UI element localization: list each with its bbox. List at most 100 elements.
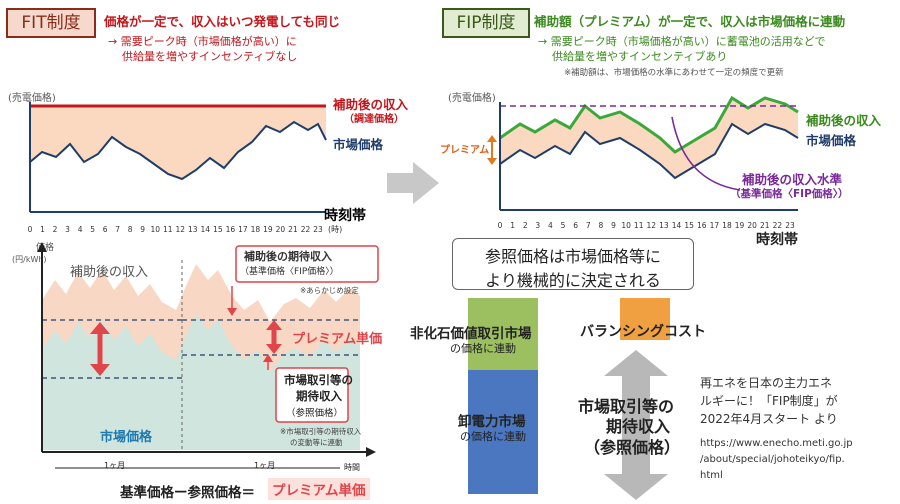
- hour-tick-label: 5: [561, 221, 566, 230]
- hour-tick-label: 14: [201, 225, 211, 234]
- fip-note-2: 供給量を増やすインセンティブあり: [552, 50, 728, 63]
- hour-tick-label: 22: [773, 221, 783, 230]
- fit-time-label: 時刻帯: [324, 207, 366, 224]
- hour-tick-label: 12: [175, 225, 185, 234]
- hour-tick-label: 12: [647, 221, 657, 230]
- hour-tick-label: 20: [747, 221, 757, 230]
- detail-market-note-2: の変動等に連動: [290, 438, 343, 447]
- hour-tick-label: 18: [251, 225, 261, 234]
- source-url-1[interactable]: https://www.enecho.meti.go.jp: [700, 438, 853, 449]
- hour-tick-label: 3: [535, 221, 540, 230]
- non-fossil-sub: の価格に連動: [450, 342, 516, 355]
- hour-tick-label: 1: [510, 221, 515, 230]
- fip-premium-label: プレミアム: [440, 145, 490, 156]
- hour-tick-label: 6: [103, 225, 108, 234]
- hour-unit-label: (時): [328, 225, 342, 234]
- hour-tick-label: 16: [226, 225, 236, 234]
- fit-tag: FIT制度: [6, 8, 96, 38]
- fip-premium-band: [500, 98, 798, 178]
- reference-box: 参照価格は市場価格等に より機械的に決定される: [452, 238, 694, 290]
- detail-formula-left: 基準価格ー参照価格＝: [120, 485, 255, 501]
- wholesale-block: [468, 370, 538, 494]
- hour-tick-label: 19: [263, 225, 273, 234]
- balancing-label: バランシングコスト: [580, 324, 706, 340]
- hour-tick-label: 16: [697, 221, 707, 230]
- hour-tick-label: 10: [621, 221, 631, 230]
- hour-tick-label: 0: [28, 225, 33, 234]
- hour-tick-label: 1: [40, 225, 45, 234]
- hour-tick-label: 11: [634, 221, 644, 230]
- non-fossil-title: 非化石価値取引市場: [410, 326, 532, 342]
- hour-tick-label: 21: [288, 225, 298, 234]
- detail-preset-note: ※あらかじめ設定: [300, 286, 359, 295]
- detail-market-label: 市場価格: [100, 430, 153, 445]
- source-text-1: 再エネを日本の主力エネ: [700, 376, 833, 390]
- detail-expected-label-2: （基準価格〈FIP価格〉）: [240, 267, 339, 277]
- hour-tick-label: 7: [115, 225, 120, 234]
- fit-note-2: 供給量を増やすインセンティブなし: [122, 50, 298, 63]
- fip-reference-label-2: （基準価格〈FIP価格〉）: [730, 188, 849, 200]
- detail-premium-arrow-icon: [90, 322, 110, 376]
- detail-expected-label-1: 補助後の期待収入: [244, 250, 332, 263]
- expected-range-arrow-icon: [604, 350, 668, 500]
- fip-tag: FIP制度: [442, 8, 530, 38]
- fip-revenue-label: 補助後の収入: [806, 113, 882, 128]
- fip-note-3: ※補助額は、市場価格の水準にあわせて一定の頻度で更新: [564, 68, 784, 78]
- wholesale-sub: の価格に連動: [460, 430, 526, 443]
- fit-headline: 価格が一定で、収入はいつ発電しても同じ: [104, 14, 341, 29]
- reference-line-2: より機械的に決定される: [485, 271, 661, 290]
- non-fossil-block: [468, 298, 538, 370]
- hour-tick-label: 15: [684, 221, 694, 230]
- fit-market-line: [29, 120, 327, 181]
- expected-label-3: （参照価格）: [584, 438, 681, 457]
- fit-revenue-label-1: 補助後の収入: [333, 97, 409, 112]
- balancing-block: [620, 298, 670, 340]
- hour-tick-label: 4: [78, 225, 83, 234]
- detail-y-label-2: (円/kWh): [12, 255, 47, 264]
- detail-time-axis: 時間: [344, 463, 360, 472]
- hour-tick-label: 20: [276, 225, 286, 234]
- source-url-2[interactable]: /about/special/johoteikyo/fip.: [700, 454, 845, 465]
- source-url-3[interactable]: html: [700, 470, 723, 481]
- fit-note-1: → 需要ピーク時（市場価格が高い）に: [108, 35, 297, 48]
- detail-formula-right: プレミアム単価: [268, 478, 370, 500]
- hour-tick-label: 11: [163, 225, 173, 234]
- fit-hour-ticks: 0 1 2 3 4 5 6 7 8 9 10 11 12 13 14 15 16 17 18 19 20 21 22 23 (時…: [28, 225, 343, 234]
- hour-tick-label: 19: [735, 221, 745, 230]
- hour-tick-label: 7: [586, 221, 591, 230]
- source-text-2: ルギーに！「FIP制度」が: [700, 394, 838, 408]
- hour-tick-label: 18: [722, 221, 732, 230]
- detail-premium-unit: プレミアム単価: [292, 332, 383, 347]
- hour-tick-label: 4: [548, 221, 553, 230]
- fit-chart: (売電価格) 時刻帯 0 1 2 3 4 5 6 7 8 9 10 11 12 13 14 15 16 17 18 1…: [8, 91, 366, 234]
- fip-chart: (売電価格) 0 1 2 3 4 5 6 7 8 9 10 11 12 13 14 15 16 17 18 19 20 2…: [448, 91, 800, 230]
- hour-tick-label: 5: [90, 225, 95, 234]
- hour-tick-label: 13: [659, 221, 669, 230]
- hour-tick-label: 17: [238, 225, 248, 234]
- expected-label-1: 市場取引等の: [578, 397, 675, 416]
- hour-tick-label: 8: [128, 225, 133, 234]
- hour-tick-label: 23: [313, 225, 323, 234]
- hour-tick-label: 14: [672, 221, 682, 230]
- detail-market-expect-1: 市場取引等の: [284, 373, 353, 387]
- premium-arrow-icon: [487, 135, 497, 165]
- fip-market-line: [499, 122, 799, 180]
- detail-market-expect-2: 期待収入: [296, 389, 342, 403]
- fip-reference-label-1: 補助後の収入水準: [742, 172, 843, 187]
- reference-line-1: 参照価格は市場価格等に: [484, 247, 661, 266]
- fit-white-below: [30, 122, 326, 210]
- hour-tick-label: 2: [523, 221, 528, 230]
- hour-tick-label: 13: [188, 225, 198, 234]
- detail-revenue-label: 補助後の収入: [70, 265, 149, 280]
- fip-time-label: 時刻帯: [756, 232, 798, 248]
- fip-note-1: → 需要ピーク時（市場価格が高い）に蓄電池の活用などで: [538, 35, 826, 48]
- hour-tick-label: 3: [65, 225, 70, 234]
- wholesale-title: 卸電力市場: [458, 414, 526, 430]
- fip-y-label: (売電価格): [448, 91, 496, 104]
- fip-reference-pointer: [671, 116, 741, 191]
- hour-tick-label: 8: [598, 221, 603, 230]
- detail-market-expect-3: （参照価格）: [286, 408, 344, 419]
- hour-tick-label: 2: [53, 225, 58, 234]
- detail-month-2: 1ヶ月: [254, 461, 276, 470]
- hour-tick-label: 15: [213, 225, 223, 234]
